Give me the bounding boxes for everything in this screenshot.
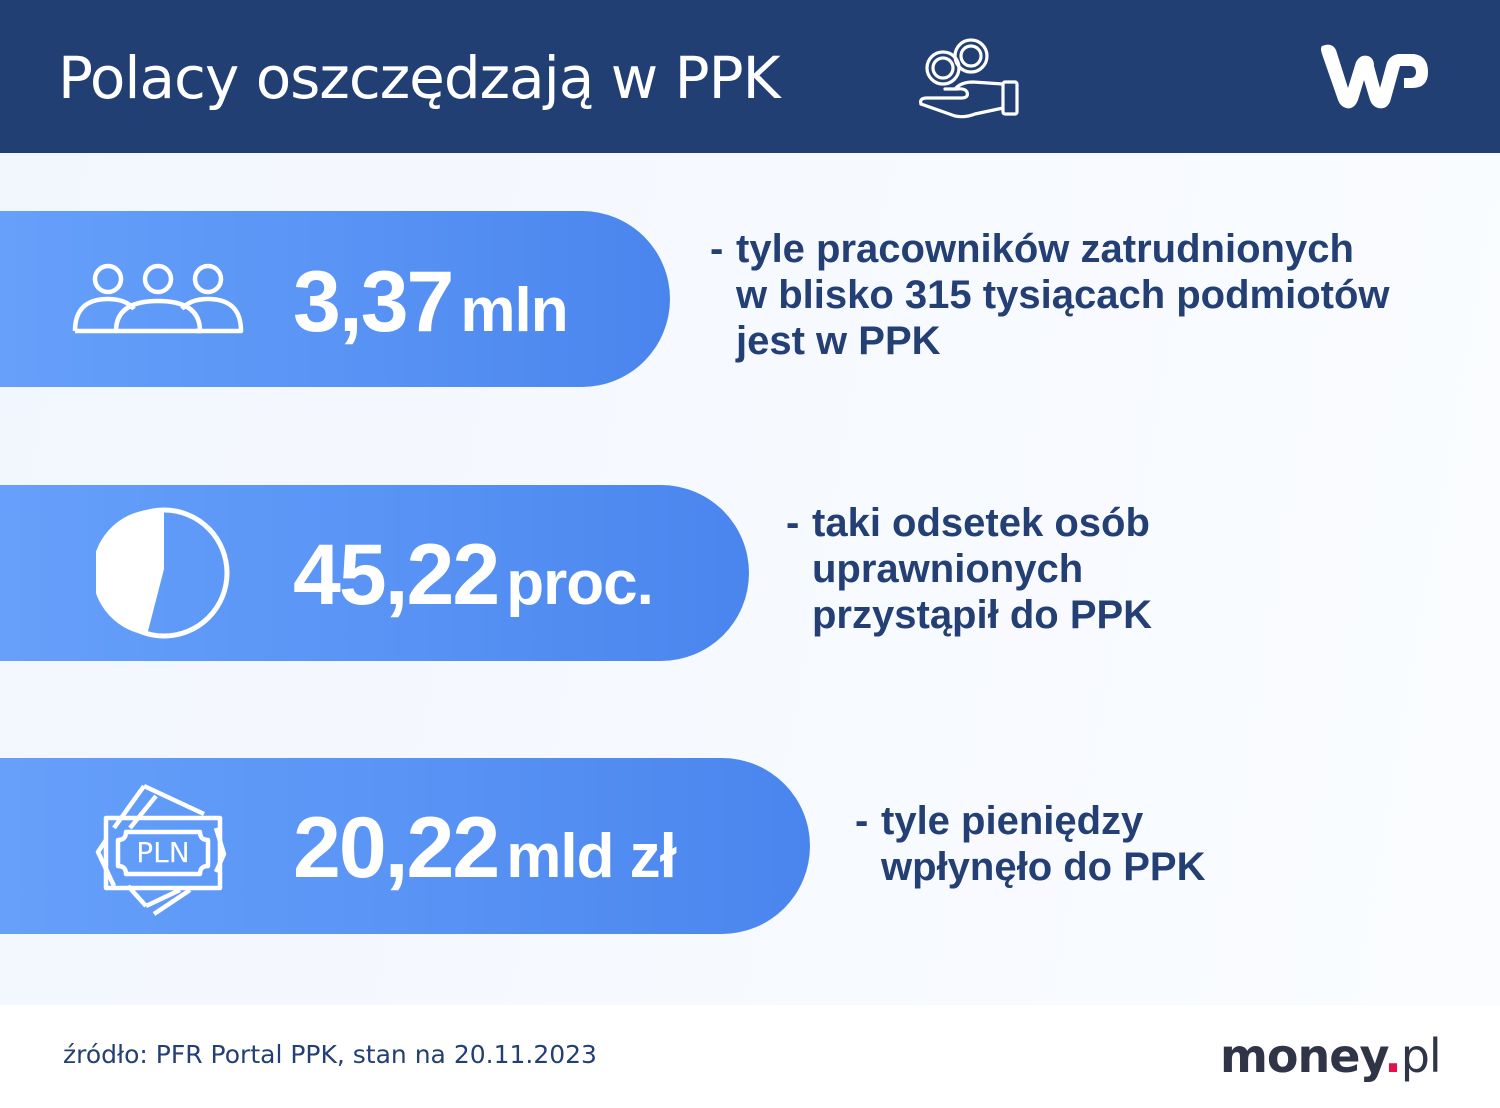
stat-unit: proc. <box>506 549 654 618</box>
bullet-dash: - <box>710 227 724 271</box>
pln-banknotes-icon: PLN <box>95 783 227 916</box>
stat-value: 20,22 mld zł <box>293 805 677 891</box>
stat-money-description: - tyle pieniędzy wpłynęło do PPK <box>855 798 1205 890</box>
description-line: przystąpił do PPK <box>812 593 1153 637</box>
coins-in-hand-icon <box>919 38 1019 119</box>
description-line: uprawnionych <box>812 547 1084 591</box>
stat-unit: mln <box>460 276 568 345</box>
logo-tld: pl <box>1400 1029 1442 1083</box>
pie-chart-icon <box>96 507 230 639</box>
stat-employees-pill: 3,37 mln <box>0 211 670 387</box>
logo-main: money <box>1220 1029 1385 1083</box>
money-pl-logo: money.pl <box>1220 1028 1442 1084</box>
description-line: tyle pracowników zatrudnionych <box>736 227 1354 271</box>
description-line: tyle pieniędzy <box>881 799 1144 843</box>
people-group-icon <box>72 263 244 334</box>
stat-unit: mld zł <box>506 822 677 891</box>
wp-logo <box>1321 44 1428 109</box>
stat-employees-description: - tyle pracowników zatrudnionych w blisk… <box>710 226 1390 364</box>
description-line: w blisko 315 tysiącach podmiotów <box>736 273 1390 317</box>
stat-value: 3,37 mln <box>293 259 569 345</box>
source-note: źródło: PFR Portal PPK, stan na 20.11.20… <box>63 1040 597 1069</box>
stat-number: 3,37 <box>293 254 454 350</box>
logo-dot: . <box>1384 1029 1402 1083</box>
bullet-dash: - <box>855 799 869 843</box>
stat-money-pill: PLN 20,22 mld zł <box>0 758 810 934</box>
svg-text:PLN: PLN <box>136 836 189 869</box>
stat-percentage-pill: 45,22 proc. <box>0 485 749 661</box>
bullet-dash: - <box>786 501 800 545</box>
description-line: taki odsetek osób <box>812 501 1150 545</box>
stat-number: 20,22 <box>293 800 500 896</box>
description-line: wpłynęło do PPK <box>881 845 1206 889</box>
description-line: jest w PPK <box>736 319 941 363</box>
page-title: Polacy oszczędzają w PPK <box>58 44 781 112</box>
stat-percentage-description: - taki odsetek osób uprawnionych przystą… <box>786 500 1152 638</box>
stat-number: 45,22 <box>293 527 500 623</box>
header-bar: Polacy oszczędzają w PPK <box>0 0 1500 153</box>
stat-value: 45,22 proc. <box>293 532 654 618</box>
